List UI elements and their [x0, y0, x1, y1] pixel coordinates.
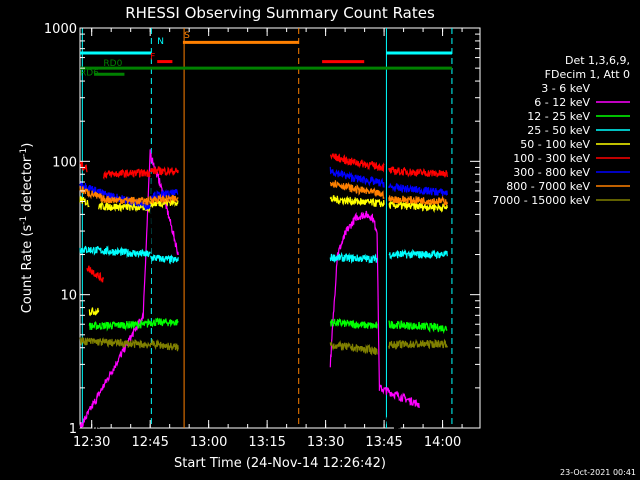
- series-0-segment-1: [334, 204, 401, 431]
- y-tick-label-3: 1000: [44, 22, 77, 37]
- legend-label-1: 6 - 12 keV: [534, 96, 590, 109]
- series-7-segment-0: [79, 185, 151, 206]
- series-2: [88, 317, 448, 335]
- series-7: [79, 180, 448, 208]
- series-2-segment-2: [329, 317, 378, 330]
- status-bar-label-3: F: [150, 53, 155, 63]
- x-tick-label-6: 14:00: [424, 435, 461, 450]
- y-axis-label-end: ): [20, 143, 35, 148]
- series-5-segment-5: [388, 166, 448, 178]
- y-axis-ticks: 1 10 100 1000: [44, 22, 480, 437]
- plot-area: NF S RD0 RD6 12:30 12:45 13:00 13:15 13:30 13:45…: [44, 22, 481, 450]
- y-axis-label-sup2: -1: [19, 148, 29, 157]
- series-5-segment-1: [86, 265, 104, 283]
- y-axis-label-mid: detector: [20, 156, 35, 216]
- status-bar-label-1: N: [157, 37, 164, 47]
- series-2-segment-1: [147, 317, 179, 328]
- series-2-segment-0: [88, 319, 149, 332]
- x-tick-label-5: 13:45: [365, 435, 402, 450]
- series-7-segment-1: [149, 193, 179, 204]
- y-tick-label-0: 1: [69, 422, 77, 437]
- legend-label-4: 50 - 100 keV: [520, 138, 590, 151]
- series-7-segment-3: [388, 195, 448, 208]
- series-8-segment-3: [388, 338, 448, 350]
- x-tick-label-0: 12:30: [73, 435, 110, 450]
- y-axis-label-sup1: -1: [19, 216, 29, 225]
- legend-label-0: 3 - 6 keV: [541, 82, 590, 95]
- event-marker-lines: [81, 28, 453, 428]
- plot-frame: [79, 27, 481, 429]
- status-bar-label-6: RD0: [103, 59, 122, 69]
- y-axis-label-main: Count Rate (s: [20, 225, 35, 314]
- x-axis-label: Start Time (24-Nov-14 12:26:42): [174, 456, 386, 471]
- series-4-segment-1: [88, 307, 100, 317]
- legend-label-2: 12 - 25 keV: [527, 110, 590, 123]
- y-tick-label-1: 10: [60, 289, 77, 304]
- series-5-segment-0: [79, 161, 88, 173]
- series-5-segment-4: [329, 152, 385, 173]
- legend-header-line-1: Det 1,3,6,9,: [565, 54, 630, 67]
- series-3-segment-3: [388, 248, 448, 260]
- timestamp: 23-Oct-2021 00:41: [560, 468, 636, 477]
- legend-label-3: 25 - 50 keV: [527, 124, 590, 137]
- series-lines: [79, 148, 448, 431]
- series-8-segment-2: [329, 340, 378, 356]
- legend-header-line-2: FDecim 1, Att 0: [545, 68, 630, 81]
- series-7-segment-2: [329, 180, 385, 200]
- status-bar-label-7: RD6: [80, 69, 99, 79]
- series-8-segment-1: [149, 339, 179, 352]
- series-0-segment-0: [79, 148, 179, 431]
- series-1-segment-1: [329, 210, 420, 408]
- legend-label-7: 800 - 7000 keV: [506, 180, 590, 193]
- x-axis-ticks: 12:30 12:45 13:00 13:15 13:30 13:45 14:00: [73, 28, 463, 450]
- series-8: [79, 337, 448, 356]
- x-tick-label-2: 13:00: [190, 435, 227, 450]
- series-5: [79, 152, 448, 283]
- series-6-segment-3: [388, 182, 448, 197]
- series-8-segment-0: [79, 337, 151, 349]
- status-bar-label-5: S: [184, 31, 190, 41]
- legend-label-6: 300 - 800 keV: [513, 166, 590, 179]
- series-0: [79, 148, 401, 431]
- y-axis-label: Count Rate (s-1 detector-1): [19, 143, 35, 314]
- x-tick-label-3: 13:15: [248, 435, 285, 450]
- status-bars: NF S RD0 RD6: [80, 31, 452, 79]
- series-4-segment-5: [388, 200, 448, 213]
- series-3-segment-0: [79, 245, 151, 259]
- x-tick-label-1: 12:45: [131, 435, 168, 450]
- legend: Det 1,3,6,9, FDecim 1, Att 0 3 - 6 keV6 …: [492, 54, 630, 207]
- chart-title: RHESSI Observing Summary Count Rates: [125, 4, 435, 22]
- legend-label-5: 100 - 300 keV: [513, 152, 590, 165]
- series-5-segment-2: [102, 168, 151, 181]
- series-3-segment-2: [329, 251, 378, 264]
- series-3: [79, 245, 448, 265]
- x-tick-label-4: 13:30: [307, 435, 344, 450]
- series-6-segment-2: [329, 166, 385, 188]
- series-3-segment-1: [150, 253, 179, 265]
- series-5-segment-3: [149, 165, 179, 177]
- legend-label-8: 7000 - 15000 keV: [492, 194, 590, 207]
- series-4-segment-4: [329, 194, 385, 208]
- series-2-segment-3: [388, 320, 448, 335]
- y-tick-label-2: 100: [52, 155, 77, 170]
- series-4-segment-0: [79, 196, 90, 208]
